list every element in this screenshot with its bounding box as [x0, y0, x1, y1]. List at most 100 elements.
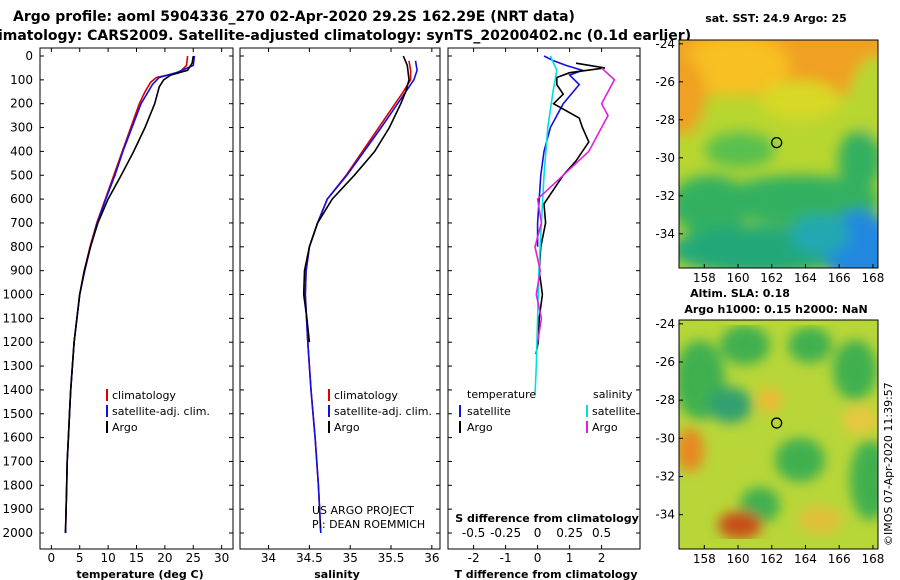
- legend-swatch-t-satellite: [459, 405, 461, 417]
- depth-tick-label: 1100: [2, 311, 33, 325]
- legend-argo: Argo: [112, 421, 138, 434]
- sst-map: [679, 40, 878, 268]
- salinity-xlabel: salinity: [314, 568, 360, 580]
- sla-field: [679, 325, 878, 539]
- depth-tick-label: 100: [10, 73, 33, 87]
- top-tick-label: 0.5: [592, 526, 611, 540]
- legend-swatch-climatology: [328, 389, 330, 401]
- figure-title-line2: Climatology: CARS2009. Satellite-adjuste…: [0, 28, 691, 44]
- sla-map-frame: [678, 319, 879, 550]
- sla-map-title-line1: Altim. SLA: 0.18: [690, 287, 790, 300]
- difference-xlabel: T difference from climatology: [454, 568, 637, 580]
- legend-swatch-argo: [106, 421, 108, 433]
- map-axes: 158 160 162 164 166 168 -24 -26 -28 -30 -32 -34 158 1…: [655, 37, 884, 566]
- series-line-climatology: [64, 55, 189, 534]
- top-tick-label: 0: [534, 526, 542, 540]
- sst-argo-marker: [770, 136, 783, 149]
- sst-field: [679, 40, 878, 268]
- legend-swatch-satellite: [106, 405, 108, 417]
- x-axes: 0 5 10 15 20 25 30 34 34.5 35 35.5 36 -2 -1 0 1 2 -0.5 -0.…: [48, 48, 611, 565]
- map-y-tick-label: -32: [655, 469, 675, 483]
- x-tick-label: 30: [214, 551, 229, 565]
- legend-swatch-argo: [328, 421, 330, 433]
- x-tick-label: 10: [100, 551, 115, 565]
- legend-temperature-heading: temperature: [467, 388, 536, 401]
- depth-tick-label: 700: [10, 216, 33, 230]
- sla-argo-marker: [770, 417, 783, 429]
- legend-salinity-heading: salinity: [593, 388, 633, 401]
- credit-line1: US ARGO PROJECT: [312, 504, 414, 517]
- depth-tick-label: 0: [25, 49, 33, 63]
- legend-satellite: satellite-adj. clim.: [112, 405, 210, 418]
- legend-swatch-climatology: [106, 389, 108, 401]
- map-y-tick-label: -34: [655, 227, 675, 241]
- depth-tick-label: 900: [10, 264, 33, 278]
- x-tick-label: 0: [48, 551, 56, 565]
- legend-t-argo: Argo: [467, 421, 493, 434]
- series-line-climatology: [304, 60, 412, 534]
- legend-argo: Argo: [334, 421, 360, 434]
- map-x-tick-label: 164: [794, 271, 817, 285]
- map-x-tick-label: 162: [760, 552, 783, 566]
- map-x-tick-label: 162: [760, 271, 783, 285]
- depth-axis: 0 100 200 300 400 500 600 700 800 900 1000 1100 1200…: [2, 49, 640, 540]
- depth-tick-label: 1400: [2, 383, 33, 397]
- x-tick-label: 20: [157, 551, 172, 565]
- legend-swatch-s-satellite: [586, 405, 588, 417]
- difference-series: [534, 55, 616, 395]
- map-y-tick-label: -24: [655, 317, 675, 331]
- map-x-tick-label: 168: [861, 552, 884, 566]
- map-y-tick-label: -26: [655, 75, 675, 89]
- depth-tick-label: 2000: [2, 526, 33, 540]
- map-y-tick-label: -30: [655, 151, 675, 165]
- legend-swatch-satellite: [328, 405, 330, 417]
- x-tick-label: -2: [468, 551, 480, 565]
- series-line-t-argo: [535, 62, 605, 355]
- depth-tick-label: 800: [10, 240, 33, 254]
- map-y-tick-label: -28: [655, 113, 675, 127]
- series-line-s-satellite: [534, 55, 558, 395]
- difference-legend: temperature satellite Argo salinity sate…: [459, 388, 636, 434]
- depth-tick-label: 400: [10, 144, 33, 158]
- map-x-tick-label: 166: [828, 552, 851, 566]
- sla-map-title-line2: Argo h1000: 0.15 h2000: NaN: [684, 303, 867, 316]
- legend-swatch-t-argo: [459, 421, 461, 433]
- map-x-tick-label: 160: [727, 552, 750, 566]
- map-x-tick-label: 164: [794, 552, 817, 566]
- map-x-tick-label: 168: [861, 271, 884, 285]
- x-tick-label: 34.5: [296, 551, 323, 565]
- depth-tick-label: 200: [10, 97, 33, 111]
- figure-title-line1: Argo profile: aoml 5904336_270 02-Apr-20…: [13, 9, 575, 25]
- map-x-tick-label: 158: [693, 271, 716, 285]
- map-x-tick-label: 166: [828, 271, 851, 285]
- sst-map-title: sat. SST: 24.9 Argo: 25: [705, 12, 847, 25]
- series-line-argo: [64, 55, 195, 534]
- legend-s-satellite: satellite: [592, 405, 636, 418]
- x-tick-label: 15: [129, 551, 144, 565]
- map-y-tick-label: -34: [655, 508, 675, 522]
- top-tick-label: -0.25: [490, 526, 521, 540]
- depth-tick-label: 1600: [2, 431, 33, 445]
- depth-tick-label: 1200: [2, 335, 33, 349]
- x-tick-label: 35.5: [378, 551, 405, 565]
- temperature-panel-frame: [39, 47, 234, 550]
- depth-tick-label: 1500: [2, 407, 33, 421]
- top-tick-label: -0.5: [462, 526, 485, 540]
- map-y-tick-label: -24: [655, 37, 675, 51]
- legend-t-satellite: satellite: [467, 405, 511, 418]
- depth-tick-label: 1700: [2, 454, 33, 468]
- top-tick-label: 0.25: [556, 526, 583, 540]
- map-y-tick-label: -30: [655, 431, 675, 445]
- salinity-series: [302, 55, 418, 534]
- difference-top-label: S difference from climatology: [455, 512, 639, 525]
- depth-tick-label: 1300: [2, 359, 33, 373]
- legend-climatology: climatology: [334, 389, 398, 402]
- legend-swatch-s-argo: [586, 421, 588, 433]
- temperature-xlabel: temperature (deg C): [76, 568, 203, 580]
- x-tick-label: 1: [566, 551, 574, 565]
- depth-tick-label: 1900: [2, 502, 33, 516]
- legend-satellite: satellite-adj. clim.: [334, 405, 432, 418]
- salinity-legend: climatology satellite-adj. clim. Argo: [328, 389, 432, 434]
- credit-line2: PI: DEAN ROEMMICH: [312, 518, 425, 531]
